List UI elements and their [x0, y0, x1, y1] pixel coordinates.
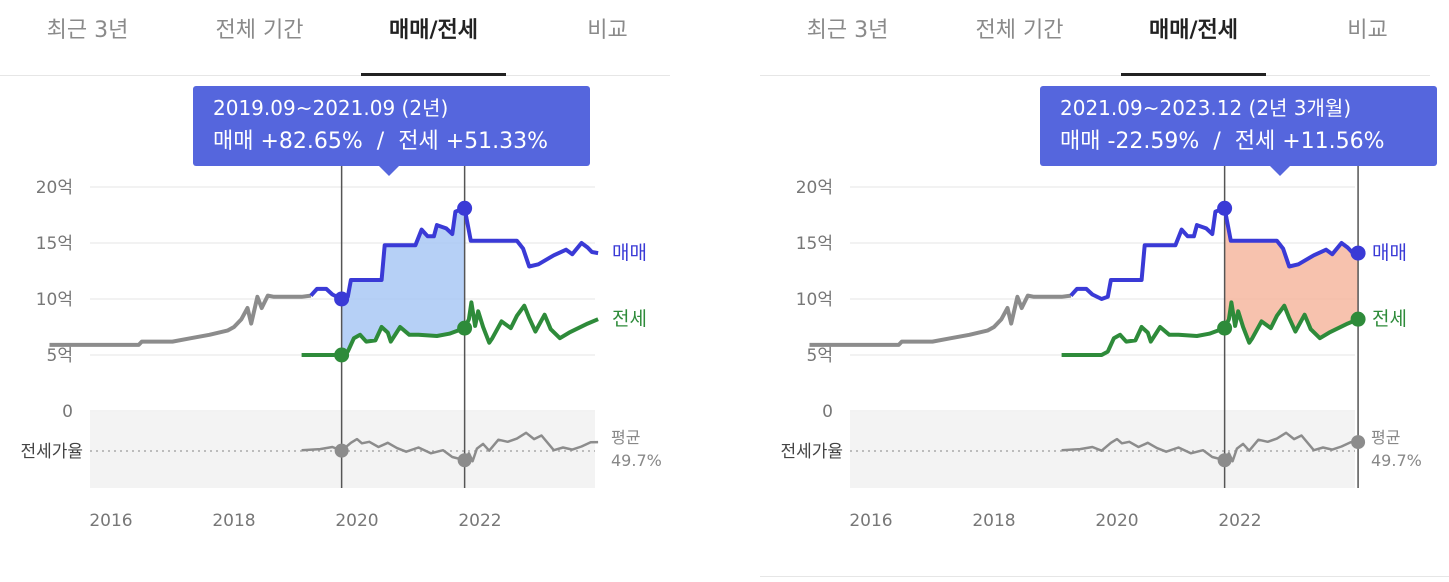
x-tick-label: 2018 [972, 511, 1015, 531]
tab-compare[interactable]: 비교 [587, 18, 628, 43]
price-chart[interactable]: 20억 15억 10억 5억 0 2016 2018 2020 2022 전세가율 평균 49.7% 매… [0, 75, 670, 582]
jeonse-marker [1217, 320, 1233, 336]
y-tick-label: 10억 [796, 290, 833, 310]
sale-series-label: 매매 [612, 242, 647, 264]
chart-panel-left: 최근 3년 전체 기간 매매/전세 비교 20억 15억 10억 5억 0 2016 201… [0, 0, 670, 582]
active-tab-indicator [1121, 73, 1266, 76]
ratio-label: 전세가율 [780, 442, 843, 462]
jeonse-marker [334, 347, 350, 363]
ratio-marker [334, 443, 349, 458]
sale-marker [334, 291, 350, 307]
jeonse-marker [457, 320, 473, 336]
ratio-marker [1217, 453, 1232, 468]
x-tick-label: 2020 [335, 511, 378, 531]
price-chart[interactable]: 20억 15억 10억 5억 0 2016 2018 2020 2022 전세가율 평균 49.7% 매… [760, 75, 1430, 582]
period-tooltip: 2021.09~2023.12 (2년 3개월) 매매 -22.59% / 전세… [1040, 86, 1437, 176]
jeonse-line [301, 300, 599, 357]
tab-recent-3y[interactable]: 최근 3년 [806, 18, 889, 43]
tooltip-sale-change: 매매 -22.59% [1060, 129, 1200, 154]
ratio-average-value: 49.7% [1371, 451, 1422, 470]
sale-marker [1350, 245, 1366, 261]
tab-sale-jeonse[interactable]: 매매/전세 [1106, 0, 1281, 76]
tooltip-sale-change: 매매 +82.65% [213, 129, 363, 154]
tab-sale-jeonse-label: 매매/전세 [1149, 18, 1238, 43]
tooltip-separator: / [376, 129, 385, 154]
jeonse-marker [1350, 311, 1366, 327]
tooltip-period: 2019.09~2021.09 (2년) [213, 96, 449, 120]
tooltip-change: 매매 -22.59% / 전세 +11.56% [1060, 124, 1417, 160]
tab-all-period[interactable]: 전체 기간 [215, 18, 304, 43]
sale-series-label: 매매 [1372, 242, 1407, 264]
ratio-average-value: 49.7% [611, 451, 662, 470]
ratio-average-label: 평균 [611, 428, 640, 447]
sale-marker [457, 200, 473, 216]
tab-compare[interactable]: 비교 [1347, 18, 1388, 43]
x-tick-label: 2022 [1218, 511, 1261, 531]
tooltip-change: 매매 +82.65% / 전세 +51.33% [213, 124, 570, 160]
ratio-marker [457, 453, 472, 468]
period-tabs: 최근 3년 전체 기간 매매/전세 비교 [0, 0, 670, 76]
x-tick-label: 2016 [849, 511, 892, 531]
y-tick-label: 15억 [36, 234, 73, 254]
x-tick-label: 2020 [1095, 511, 1138, 531]
selection-fill-area [341, 208, 465, 355]
ratio-marker [1351, 435, 1366, 450]
tooltip-jeonse-change: 전세 +11.56% [1234, 129, 1385, 154]
sale-line [1069, 206, 1359, 301]
jeonse-line [1061, 300, 1359, 357]
tab-sale-jeonse-label: 매매/전세 [389, 18, 478, 43]
y-tick-label: 5억 [47, 346, 73, 366]
ratio-average-label: 평균 [1371, 428, 1400, 447]
period-tooltip: 2019.09~2021.09 (2년) 매매 +82.65% / 전세 +51… [193, 86, 590, 176]
y-tick-label: 20억 [36, 178, 73, 198]
x-tick-label: 2016 [89, 511, 132, 531]
tab-sale-jeonse[interactable]: 매매/전세 [346, 0, 521, 76]
jeonse-series-label: 전세 [612, 308, 647, 330]
chart-panel-right: 최근 3년 전체 기간 매매/전세 비교 20억 15억 10억 5억 0 2016 201… [760, 0, 1449, 582]
active-tab-indicator [361, 73, 506, 76]
tooltip-period: 2021.09~2023.12 (2년 3개월) [1060, 96, 1352, 120]
sale-history-line [809, 293, 1072, 347]
tooltip-arrow [1270, 166, 1290, 176]
y-tick-label: 20억 [796, 178, 833, 198]
x-tick-label: 2018 [212, 511, 255, 531]
divider [760, 576, 1449, 577]
tooltip-jeonse-change: 전세 +51.33% [398, 129, 549, 154]
period-tabs: 최근 3년 전체 기간 매매/전세 비교 [760, 0, 1430, 76]
jeonse-series-label: 전세 [1372, 308, 1407, 330]
tooltip-arrow [379, 166, 399, 176]
tab-all-period[interactable]: 전체 기간 [975, 18, 1064, 43]
sale-history-line [49, 293, 312, 347]
y-tick-label: 5억 [807, 346, 833, 366]
x-tick-label: 2022 [458, 511, 501, 531]
ratio-label: 전세가율 [20, 442, 83, 462]
sale-marker [1217, 200, 1233, 216]
y-tick-label: 15억 [796, 234, 833, 254]
y-tick-label: 0 [62, 402, 73, 422]
tooltip-separator: / [1213, 129, 1221, 154]
y-tick-label: 0 [822, 402, 833, 422]
y-tick-label: 10억 [36, 290, 73, 310]
tab-recent-3y[interactable]: 최근 3년 [46, 18, 129, 43]
